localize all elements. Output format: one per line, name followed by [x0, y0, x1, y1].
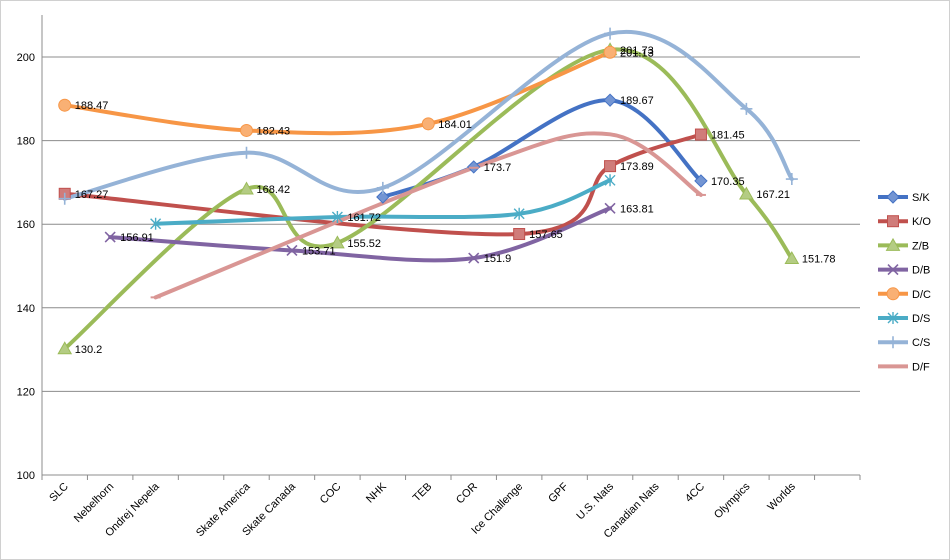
- data-point-s-k: [603, 93, 617, 107]
- data-point-c-s: [740, 102, 753, 115]
- series-line-k-o: [62, 132, 703, 237]
- data-point-c-s: [785, 173, 798, 186]
- data-label-z-b: 168.42: [257, 184, 291, 196]
- y-tick-label: 160: [17, 219, 35, 231]
- data-label-s-k: 173.7: [484, 162, 512, 174]
- legend-marker-s-k: [886, 190, 900, 204]
- data-point-d-c: [58, 98, 72, 112]
- data-point-c-s: [376, 181, 389, 194]
- data-point-d-b: [286, 244, 298, 257]
- legend-label-s-k: S/K: [912, 192, 930, 204]
- data-label-k-o: 167.27: [75, 189, 109, 201]
- data-label-d-c: 184.01: [438, 119, 472, 131]
- data-point-d-s: [513, 207, 525, 220]
- data-label-z-b: 167.21: [756, 189, 790, 201]
- data-label-z-b: 155.52: [347, 238, 381, 250]
- data-label-z-b: 201.73: [620, 45, 654, 57]
- legend-marker-c-s: [887, 336, 899, 349]
- legend-label-d-s: D/S: [912, 313, 930, 325]
- data-point-d-c: [421, 117, 435, 131]
- legend-marker-z-b: [885, 237, 901, 251]
- data-point-d-s: [604, 174, 616, 187]
- data-label-z-b: 130.2: [75, 344, 103, 356]
- y-tick-label: 120: [17, 386, 35, 398]
- data-label-z-b: 151.78: [802, 254, 836, 266]
- data-label-d-b: 156.91: [120, 232, 154, 244]
- data-label-d-s: 161.72: [347, 212, 381, 224]
- data-label-k-o: 157.65: [529, 229, 563, 241]
- data-point-z-b: [784, 251, 800, 265]
- data-point-s-k: [376, 190, 390, 204]
- data-point-d-b: [104, 231, 116, 243]
- data-label-d-c: 188.47: [75, 100, 109, 112]
- data-point-k-o: [604, 160, 617, 173]
- legend-label-d-c: D/C: [912, 289, 931, 301]
- legend-marker-k-o: [887, 215, 899, 228]
- data-point-d-c: [603, 45, 617, 59]
- data-point-d-s: [150, 217, 162, 230]
- data-point-k-o: [694, 128, 707, 141]
- data-point-d-s: [331, 211, 343, 224]
- data-point-c-s: [58, 192, 71, 205]
- data-label-d-b: 163.81: [620, 203, 654, 215]
- data-point-z-b: [57, 341, 73, 355]
- data-label-d-b: 151.9: [484, 253, 512, 265]
- data-point-c-s: [240, 146, 253, 159]
- data-label-k-o: 173.89: [620, 161, 654, 173]
- data-label-d-b: 153.71: [302, 245, 336, 257]
- series-line-d-b: [108, 206, 613, 263]
- legend-label-d-b: D/B: [912, 265, 930, 277]
- legend-marker-d-c: [886, 287, 900, 301]
- data-point-z-b: [330, 235, 345, 249]
- data-label-k-o: 181.45: [711, 130, 745, 142]
- data-point-s-k: [694, 174, 708, 188]
- data-label-d-c: 201.13: [620, 47, 654, 59]
- y-tick-label: 200: [17, 52, 35, 64]
- data-point-z-b: [239, 181, 254, 195]
- y-tick-label: 140: [17, 303, 35, 315]
- data-point-d-b: [604, 202, 616, 214]
- data-point-z-b: [739, 186, 754, 200]
- legend-label-c-s: C/S: [912, 337, 930, 349]
- data-label-d-c: 182.43: [257, 125, 291, 137]
- legend-marker-d-s: [887, 312, 899, 324]
- series-line-z-b: [62, 47, 794, 351]
- y-tick-label: 100: [17, 470, 35, 482]
- y-tick-label: 180: [17, 136, 35, 148]
- series-line-d-c: [62, 50, 613, 136]
- series-line-c-s: [62, 29, 794, 201]
- data-label-s-k: 189.67: [620, 95, 654, 107]
- legend-label-d-f: D/F: [912, 361, 930, 373]
- series-line-d-f: [153, 131, 703, 300]
- data-point-d-b: [468, 252, 480, 264]
- legend-label-z-b: Z/B: [912, 240, 929, 252]
- series-line-d-s: [153, 178, 613, 226]
- legend-marker-d-b: [887, 264, 899, 276]
- data-point-k-o: [513, 228, 526, 241]
- data-label-s-k: 170.35: [711, 176, 745, 188]
- data-point-d-c: [240, 123, 253, 137]
- data-point-c-s: [604, 27, 617, 40]
- legend-label-k-o: K/O: [912, 216, 931, 228]
